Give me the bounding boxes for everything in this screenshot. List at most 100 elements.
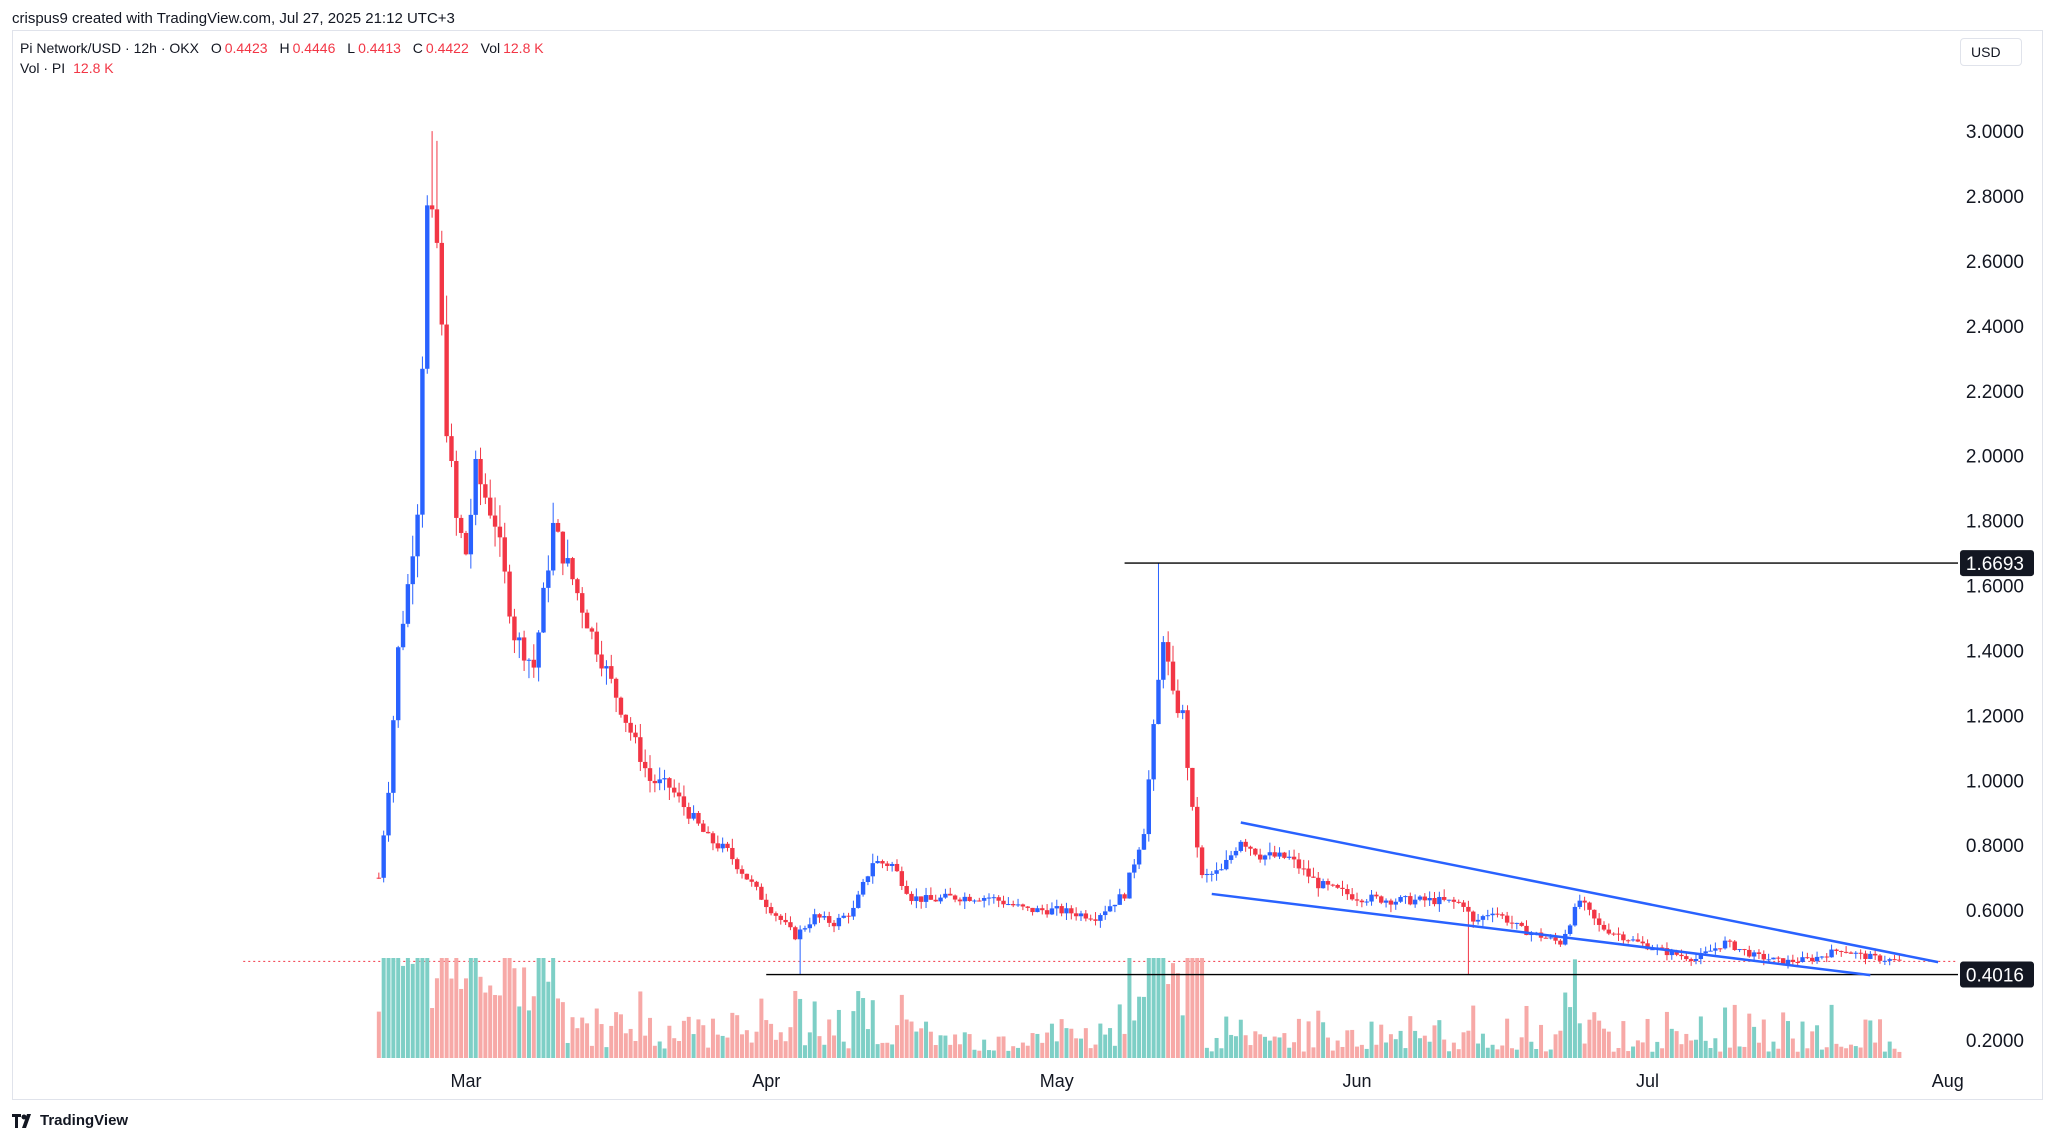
- candle-body: [381, 835, 386, 878]
- volume-bar: [875, 1044, 880, 1058]
- candle-body: [1335, 884, 1340, 888]
- candle-body: [1810, 957, 1815, 962]
- volume-bar: [1635, 1040, 1640, 1058]
- candle-body: [1083, 913, 1089, 919]
- volume-bar: [415, 958, 420, 1058]
- volume-bar: [1054, 1041, 1059, 1058]
- volume-bar: [1442, 1039, 1447, 1058]
- candle-body: [1461, 902, 1466, 907]
- volume-bar: [1224, 1016, 1229, 1058]
- volume-bar: [1810, 1031, 1815, 1058]
- candle-body: [604, 666, 609, 669]
- volume-series-name[interactable]: Vol · PI: [20, 60, 66, 76]
- volume-bar: [1180, 1015, 1185, 1058]
- volume-bar: [652, 1045, 657, 1058]
- volume-bar: [778, 1032, 783, 1058]
- volume-bar: [1122, 1033, 1127, 1058]
- volume-bar: [1045, 1032, 1050, 1058]
- candle-body: [512, 616, 517, 641]
- candle-body: [1606, 929, 1612, 934]
- candle-body: [899, 871, 905, 886]
- volume-bar: [1384, 1042, 1389, 1058]
- volume-bar: [1534, 1049, 1539, 1058]
- candle-body: [1466, 906, 1471, 912]
- volume-bar: [1253, 1031, 1258, 1058]
- volume-bar: [1829, 1004, 1834, 1058]
- candle-body: [1819, 956, 1825, 958]
- tradingview-logo[interactable]: TradingView: [12, 1112, 128, 1129]
- volume-bar: [691, 1034, 696, 1058]
- candle-body: [1393, 901, 1398, 905]
- volume-bar: [986, 1050, 991, 1058]
- candle-body: [1412, 899, 1418, 905]
- y-tick-label: 2.6000: [1966, 252, 2024, 273]
- tradingview-icon: [12, 1113, 31, 1128]
- volume-bar: [1432, 1025, 1437, 1058]
- candle-body: [1175, 690, 1181, 714]
- volume-bar: [667, 1025, 672, 1058]
- candle-body: [1834, 949, 1839, 951]
- candle-body: [1243, 841, 1248, 847]
- volume-bar: [856, 991, 861, 1058]
- candle-body: [1611, 933, 1616, 935]
- volume-bar: [1703, 1040, 1708, 1058]
- volume-bar: [386, 958, 391, 1058]
- candle-body: [434, 209, 440, 243]
- candle-body: [788, 922, 793, 928]
- volume-bar: [464, 978, 468, 1058]
- candle-body: [1824, 956, 1829, 958]
- volume-bar: [575, 1028, 580, 1058]
- candle-body: [1180, 710, 1185, 714]
- volume-bar: [1030, 1033, 1035, 1058]
- volume-bar: [1427, 1041, 1432, 1058]
- symbol-name[interactable]: Pi Network/USD · 12h · OKX: [20, 40, 199, 56]
- currency-label: USD: [1971, 44, 2001, 60]
- candle-body: [1190, 767, 1195, 807]
- candle-body: [933, 899, 938, 902]
- volume-bar: [1480, 1033, 1485, 1058]
- volume-bar: [1790, 1038, 1795, 1058]
- candle-body: [1199, 847, 1205, 876]
- volume-bar: [1601, 1028, 1606, 1058]
- volume-bar: [1374, 1044, 1379, 1058]
- volume-bar: [1669, 1028, 1674, 1058]
- candle-body: [1340, 887, 1345, 890]
- candle-body: [405, 584, 411, 624]
- volume-bar: [425, 958, 430, 1058]
- volume-bar: [643, 1035, 648, 1058]
- candle-body: [836, 917, 842, 927]
- candle-body: [376, 877, 382, 879]
- volume-bar: [1548, 1049, 1553, 1058]
- candle-body: [1751, 952, 1757, 957]
- volume-bar: [580, 1017, 585, 1058]
- volume-bar: [1539, 1024, 1544, 1058]
- candle-body: [1621, 934, 1626, 941]
- candle-body: [391, 720, 396, 793]
- close-label: C: [412, 40, 423, 56]
- candle-body: [1238, 841, 1243, 851]
- volume-bar: [1509, 1048, 1514, 1058]
- candle-body: [1524, 925, 1529, 936]
- symbol-legend[interactable]: Pi Network/USD · 12h · OKX O 0.4423 H 0.44…: [20, 40, 547, 56]
- candle-body: [1679, 954, 1684, 957]
- volume-bar: [1737, 1046, 1742, 1058]
- candle-body: [1272, 852, 1277, 857]
- volume-bar: [924, 1021, 929, 1058]
- candle-body: [943, 893, 948, 898]
- candle-body: [870, 863, 875, 877]
- volume-bar: [1756, 1042, 1761, 1058]
- candle-body: [831, 922, 837, 927]
- volume-bar: [706, 1047, 711, 1058]
- channel-upper-trendline: [1240, 821, 1939, 964]
- vol-label: Vol: [480, 40, 501, 56]
- volume-bar: [1035, 1033, 1040, 1058]
- candle-body: [1359, 900, 1365, 903]
- volume-bar: [604, 1047, 609, 1058]
- volume-bar: [899, 994, 904, 1058]
- currency-button[interactable]: USD: [1960, 38, 2022, 66]
- candle-body: [1572, 906, 1578, 926]
- candle-body: [686, 807, 691, 819]
- volume-legend[interactable]: Vol · PI 12.8 K: [20, 60, 117, 76]
- candle-body: [701, 823, 706, 832]
